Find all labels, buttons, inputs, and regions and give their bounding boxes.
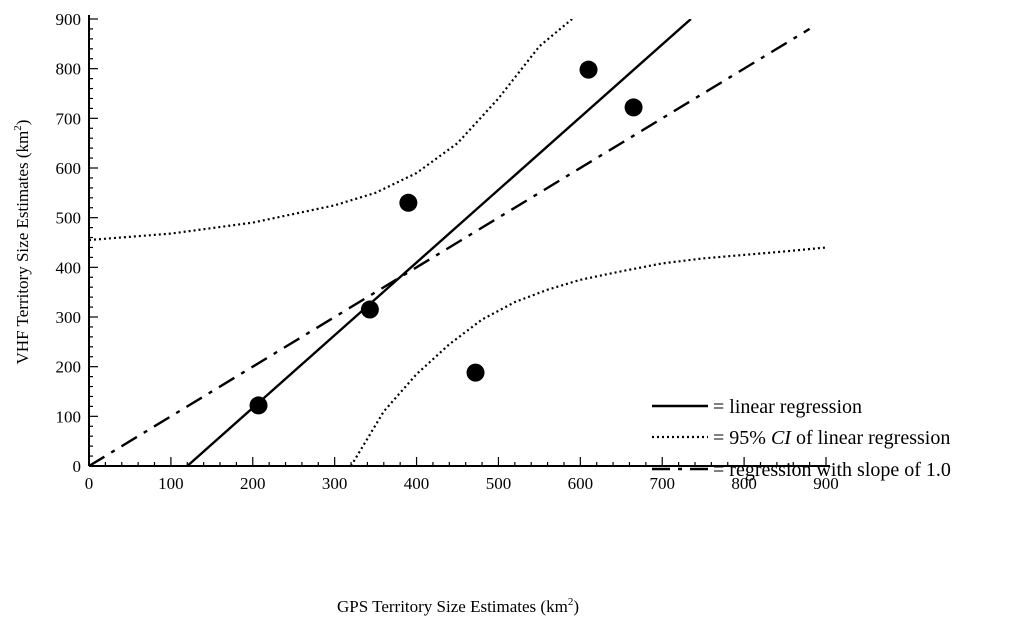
line-ci_upper xyxy=(89,19,573,242)
y-tick-label: 600 xyxy=(56,159,82,178)
x-tick-label: 500 xyxy=(486,474,512,493)
axes: 0 100 200 300 400 500 600 700 800 900 0 100 200 300 40… xyxy=(56,10,839,493)
x-axis-title: GPS Territory Size Estimates (km2) xyxy=(337,596,579,616)
y-tick-label: 300 xyxy=(56,308,82,327)
legend: = linear regression = 95% CI of linear r… xyxy=(652,396,951,481)
y-tick-label: 700 xyxy=(56,109,82,128)
regression-lines xyxy=(89,19,827,466)
y-tick-label: 500 xyxy=(56,209,82,228)
x-tick-label: 300 xyxy=(322,474,348,493)
line-ci_lower xyxy=(350,246,827,466)
legend-label-linear: = linear regression xyxy=(713,396,862,418)
x-tick-label: 700 xyxy=(649,474,675,493)
legend-label-slope1: = regression with slope of 1.0 xyxy=(713,459,951,481)
x-tick-label: 200 xyxy=(240,474,266,493)
x-tick-label: 900 xyxy=(813,474,839,493)
x-tick-label: 100 xyxy=(158,474,184,493)
x-tick-label: 800 xyxy=(731,474,757,493)
x-tick-label: 0 xyxy=(85,474,94,493)
data-point-6 xyxy=(624,98,643,117)
y-tick-label: 900 xyxy=(56,10,82,29)
data-point-1 xyxy=(249,396,268,415)
y-tick-label: 800 xyxy=(56,60,82,79)
data-points xyxy=(249,60,643,415)
data-point-3 xyxy=(399,193,418,212)
data-point-2 xyxy=(360,300,379,319)
y-tick-label: 200 xyxy=(56,358,82,377)
x-tick-label: 600 xyxy=(568,474,594,493)
y-tick-label: 100 xyxy=(56,407,82,426)
y-axis-title: VHF Territory Size Estimates (km2) xyxy=(12,120,32,365)
x-tick-label: 400 xyxy=(404,474,430,493)
data-point-4 xyxy=(466,363,485,382)
line-slope1 xyxy=(89,27,811,466)
data-point-5 xyxy=(579,60,598,79)
line-linear xyxy=(186,19,692,466)
legend-label-ci: = 95% CI of linear regression xyxy=(713,427,950,449)
y-tick-label: 0 xyxy=(73,457,82,476)
y-tick-label: 400 xyxy=(56,258,82,277)
